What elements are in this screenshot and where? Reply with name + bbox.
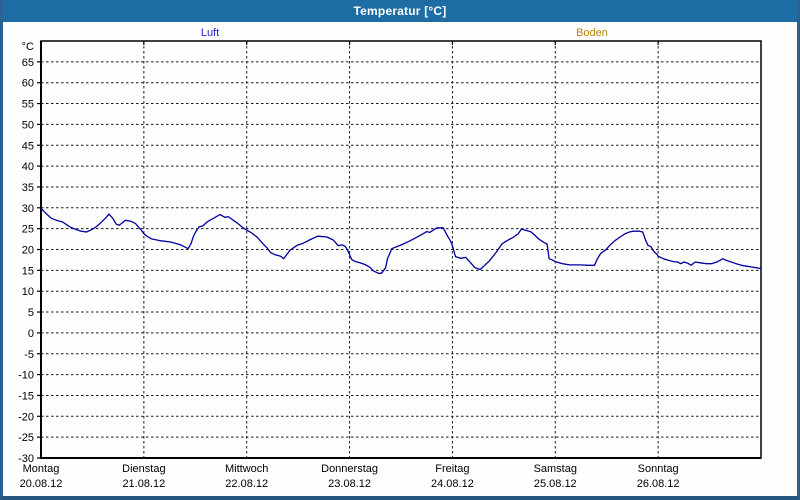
weekday-label: Samstag <box>534 463 577 475</box>
date-label: 21.08.12 <box>122 478 165 490</box>
y-tick-label: -5 <box>24 349 34 361</box>
chart-plot-area[interactable]: -30 -25 -20 -15 -10 -5 0 5 10 15 20 25 30 35 40 45 50 55 6… <box>3 22 797 497</box>
y-tick-label: 10 <box>22 286 34 298</box>
x-axis-day-labels: Montag 20.08.12 Dienstag 21.08.12 Mittwoch 22… <box>20 463 680 490</box>
y-tick-label: 20 <box>22 245 34 257</box>
y-tick-label: 30 <box>22 203 34 215</box>
luft-series-line <box>40 207 762 274</box>
y-tick-label: 25 <box>22 224 34 236</box>
date-label: 24.08.12 <box>431 478 474 490</box>
window-title: Temperatur [°C] <box>353 4 447 18</box>
y-tick-label: 45 <box>22 140 34 152</box>
date-label: 25.08.12 <box>534 478 577 490</box>
y-tick-label: -30 <box>18 453 34 465</box>
y-tick-label: 0 <box>28 328 34 340</box>
y-axis-tick-labels: -30 -25 -20 -15 -10 -5 0 5 10 15 20 25 30 35 40 45 50 55 6… <box>18 41 34 465</box>
y-tick-label: -25 <box>18 432 34 444</box>
date-label: 23.08.12 <box>328 478 371 490</box>
weekday-label: Sonntag <box>638 463 679 475</box>
y-tick-label: -20 <box>18 411 34 423</box>
y-tick-label: 55 <box>22 99 34 111</box>
weekday-label: Donnerstag <box>321 463 378 475</box>
y-tick-label: -15 <box>18 390 34 402</box>
y-tick-label: -10 <box>18 370 34 382</box>
gridlines <box>37 41 761 459</box>
weekday-label: Mittwoch <box>225 463 268 475</box>
weekday-label: Montag <box>23 463 60 475</box>
title-bar: Temperatur [°C] <box>3 0 797 22</box>
y-axis-unit-label: °C <box>22 41 34 53</box>
y-tick-label: 50 <box>22 119 34 131</box>
y-tick-label: 15 <box>22 265 34 277</box>
legend-item-boden: Boden <box>576 27 608 39</box>
date-label: 20.08.12 <box>20 478 63 490</box>
weekday-label: Dienstag <box>122 463 165 475</box>
date-label: 26.08.12 <box>637 478 680 490</box>
date-label: 22.08.12 <box>225 478 268 490</box>
y-tick-label: 65 <box>22 57 34 69</box>
y-tick-label: 35 <box>22 182 34 194</box>
y-tick-label: 40 <box>22 161 34 173</box>
y-tick-label: 60 <box>22 78 34 90</box>
weekday-label: Freitag <box>435 463 469 475</box>
legend-item-luft: Luft <box>200 27 220 39</box>
y-tick-label: 5 <box>28 307 34 319</box>
